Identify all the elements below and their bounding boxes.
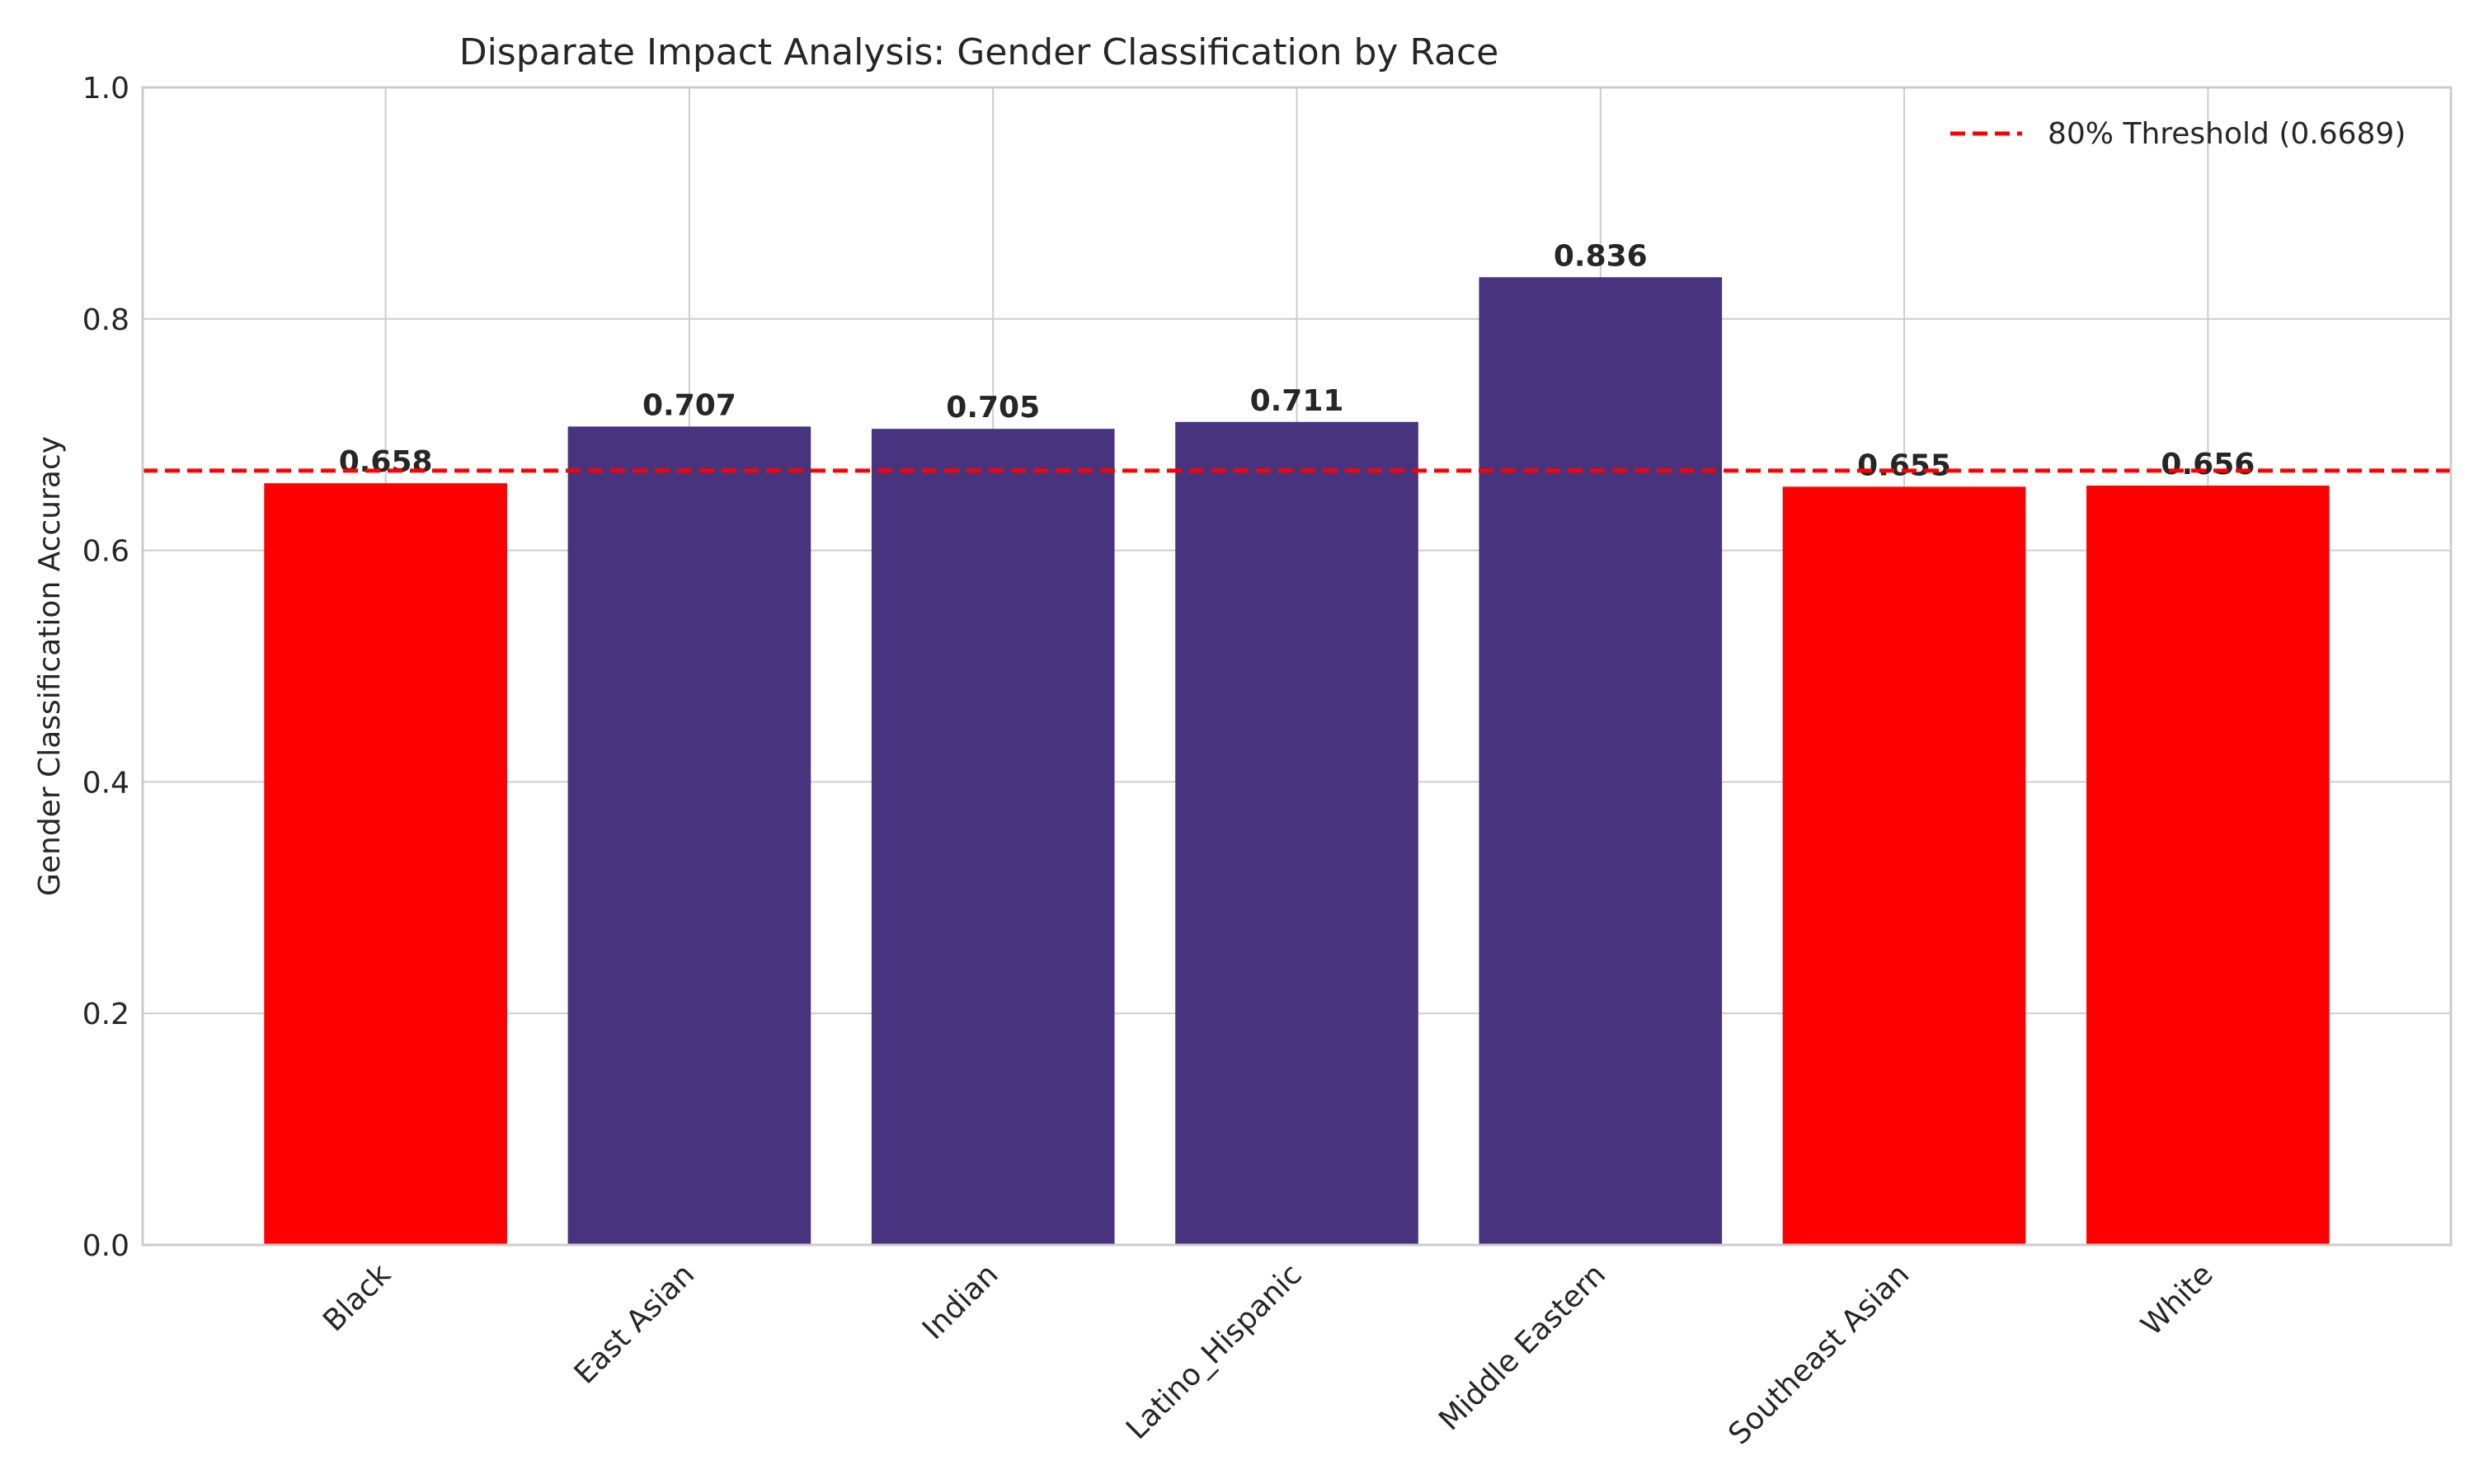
y-tick-label: 0.2	[82, 998, 129, 1031]
bar-middle-eastern	[1479, 277, 1723, 1246]
data-label: 0.711	[1250, 384, 1344, 418]
bar-indian	[871, 429, 1115, 1245]
plot-frame	[141, 86, 2453, 1247]
y-tick-label: 0.4	[82, 766, 129, 800]
y-axis-label: Gender Classification Accuracy	[33, 436, 67, 896]
data-label: 0.655	[1857, 448, 1951, 482]
bars-group	[264, 277, 2330, 1246]
legend-threshold-label: 80% Threshold (0.6689)	[2048, 117, 2406, 151]
bar-east-asian	[567, 426, 811, 1245]
bar-white	[2086, 485, 2330, 1245]
data-label: 0.836	[1554, 239, 1648, 273]
data-label: 0.656	[2161, 448, 2255, 481]
y-tick-label: 0.0	[82, 1229, 129, 1263]
chart-title: Disparate Impact Analysis: Gender Classi…	[459, 31, 1499, 73]
data-label: 0.707	[642, 388, 736, 422]
bar-southeast-asian	[1782, 486, 2026, 1245]
legend: 80% Threshold (0.6689)	[1950, 117, 2406, 151]
y-tick-label: 0.6	[82, 535, 129, 569]
y-ticks-group: 0.0 0.2 0.4 0.6 0.8 1.0	[82, 72, 129, 1263]
y-tick-label: 0.8	[82, 303, 129, 337]
data-label: 0.658	[339, 445, 433, 479]
data-labels-group: 0.658 0.707 0.705 0.711 0.836 0.655 0.656	[339, 239, 2255, 482]
bar-black	[264, 483, 507, 1245]
y-tick-label: 1.0	[82, 72, 129, 106]
bar-latino-hispanic	[1175, 421, 1418, 1246]
data-label: 0.705	[946, 391, 1040, 425]
